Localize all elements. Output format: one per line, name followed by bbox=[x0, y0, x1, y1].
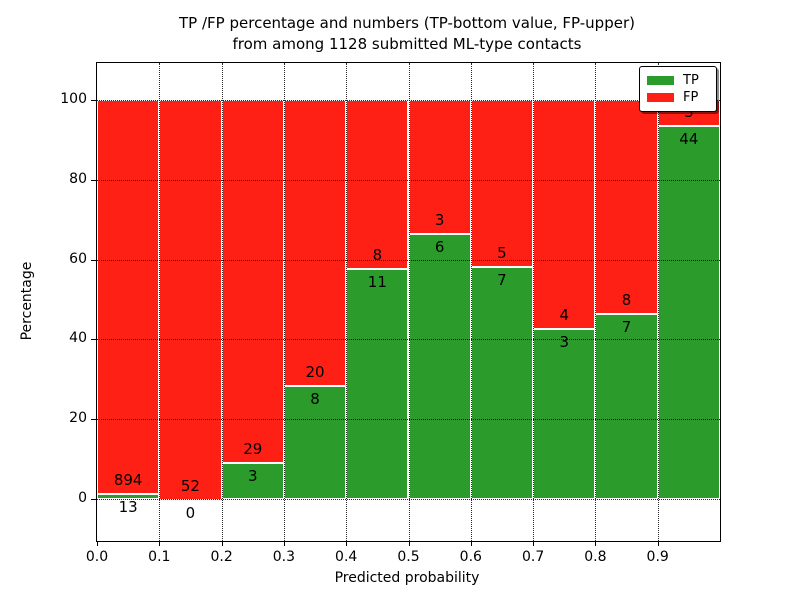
fp-count-label: 5 bbox=[497, 244, 507, 263]
tp-count-label: 3 bbox=[559, 333, 570, 351]
bar-segment-tp bbox=[97, 493, 160, 499]
fp-count-label: 894 bbox=[113, 471, 143, 490]
fp-count-label: 52 bbox=[180, 477, 200, 495]
bar-segment-tp bbox=[657, 125, 720, 499]
tp-count-label: 0 bbox=[185, 504, 196, 522]
fp-count-label: 3 bbox=[434, 211, 445, 229]
y-tick-label: 60 bbox=[69, 250, 87, 267]
fp-count-label: 4 bbox=[559, 306, 570, 324]
x-tick-label: 0.7 bbox=[521, 549, 545, 565]
gridline-horizontal bbox=[97, 499, 720, 500]
x-tick-label: 0.0 bbox=[85, 549, 109, 565]
x-tick-label: 0.2 bbox=[210, 549, 233, 565]
x-tick-mark bbox=[470, 541, 472, 546]
y-tick-label: 100 bbox=[60, 91, 87, 107]
chart-title-line1: TP /FP percentage and numbers (TP-bottom… bbox=[179, 14, 635, 32]
tp-legend-swatch bbox=[647, 76, 674, 85]
y-tick-mark bbox=[91, 339, 97, 341]
y-tick-mark bbox=[91, 499, 97, 500]
y-tick-mark bbox=[91, 419, 97, 421]
plot-area: 894 13 52 0 29 3 20 8 8 11 3 6 5 7 4 3 8 7 3 44 0.0 0.1 0.2 0.… bbox=[60, 62, 721, 565]
chart-title: TP /FP percentage and numbers (TP-bottom… bbox=[179, 13, 635, 55]
x-tick-mark bbox=[595, 541, 597, 546]
legend-item-tp: TP bbox=[647, 72, 709, 89]
bar-segment-fp bbox=[346, 100, 409, 268]
x-tick-mark bbox=[159, 541, 161, 546]
y-tick-label: 20 bbox=[69, 410, 87, 427]
y-tick-label: 40 bbox=[69, 330, 87, 347]
tp-count-label: 13 bbox=[118, 498, 138, 517]
fp-legend-label: FP bbox=[683, 90, 699, 105]
bar-segment-fp bbox=[470, 100, 534, 267]
bar-segment-fp bbox=[283, 100, 347, 385]
x-tick-mark bbox=[657, 541, 659, 546]
fp-legend-swatch bbox=[647, 93, 674, 102]
y-tick-mark bbox=[91, 259, 97, 261]
y-tick-label: 80 bbox=[69, 170, 87, 187]
bar-segment-fp bbox=[533, 100, 596, 328]
tp-count-label: 3 bbox=[247, 466, 258, 485]
x-tick-mark bbox=[221, 541, 223, 546]
y-tick-label: 0 bbox=[78, 490, 87, 506]
x-tick-mark bbox=[346, 541, 348, 546]
legend-item-fp: FP bbox=[647, 89, 709, 106]
bar-segment-fp bbox=[97, 100, 160, 494]
bar-segment-fp bbox=[159, 100, 222, 499]
x-tick-mark bbox=[283, 541, 285, 546]
x-tick-mark bbox=[97, 541, 98, 546]
bar-segment-fp bbox=[221, 100, 284, 462]
tp-count-label: 7 bbox=[621, 317, 632, 336]
x-tick-label: 0.9 bbox=[646, 549, 669, 565]
bar-segment-tp bbox=[346, 268, 409, 499]
x-tick-label: 0.5 bbox=[397, 549, 420, 565]
fp-count-label: 20 bbox=[305, 363, 325, 381]
bar-segment-tp bbox=[408, 233, 471, 499]
fp-count-label: 8 bbox=[621, 290, 632, 309]
legend: TP FP bbox=[639, 66, 717, 112]
x-tick-mark bbox=[408, 541, 410, 546]
x-tick-mark bbox=[533, 541, 535, 546]
y-tick-mark bbox=[91, 100, 97, 101]
x-tick-label: 0.4 bbox=[335, 549, 358, 565]
y-tick-mark bbox=[91, 179, 97, 181]
bar-segment-tp bbox=[595, 312, 658, 499]
y-axis-label: Percentage bbox=[19, 261, 35, 341]
tp-count-label: 11 bbox=[367, 273, 387, 291]
bar-segment-tp bbox=[221, 461, 284, 499]
x-tick-label: 0.8 bbox=[584, 549, 607, 565]
x-tick-label: 0.1 bbox=[148, 549, 171, 565]
bar-segment-tp bbox=[470, 266, 534, 499]
chart-title-line2: from among 1128 submitted ML-type contac… bbox=[232, 35, 582, 53]
fp-count-label: 8 bbox=[372, 246, 383, 264]
fp-count-label: 29 bbox=[243, 439, 263, 458]
tp-count-label: 6 bbox=[434, 238, 445, 256]
tp-legend-label: TP bbox=[683, 73, 699, 88]
x-tick-label: 0.6 bbox=[459, 549, 482, 565]
fp-count-label: 3 bbox=[684, 103, 694, 122]
tp-count-label: 7 bbox=[497, 271, 507, 290]
tp-count-label: 8 bbox=[310, 390, 320, 408]
x-tick-label: 0.3 bbox=[272, 549, 296, 565]
bar-segment-tp bbox=[533, 328, 596, 499]
x-axis-label: Predicted probability bbox=[334, 570, 480, 586]
tp-count-label: 44 bbox=[679, 130, 699, 149]
bar-segment-fp bbox=[595, 100, 658, 313]
